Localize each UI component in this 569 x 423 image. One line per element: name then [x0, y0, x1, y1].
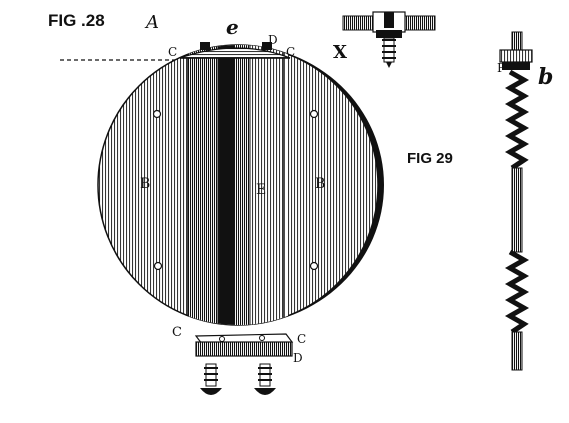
label-C-bottom-right: C [297, 332, 306, 346]
label-C-top-right: C [286, 45, 295, 59]
label-F: F [497, 61, 505, 75]
label-B-left: B [140, 176, 150, 192]
label-e: e [226, 15, 239, 39]
x-fitting [342, 11, 436, 68]
label-D-bottom: D [293, 351, 303, 365]
disc-center-strip [187, 45, 288, 325]
label-C-top-left: C [168, 45, 177, 59]
label-C-bottom-left: C [172, 325, 182, 340]
label-E: E [256, 182, 266, 198]
fig29-caption: FIG 29 [407, 150, 453, 167]
fig29-auger [499, 31, 533, 371]
top-clamp [179, 42, 291, 59]
label-D-top: D [268, 33, 278, 47]
bottom-block-D [194, 333, 294, 357]
fig28-group [60, 11, 436, 395]
screw-right [254, 363, 276, 395]
label-B-right: B [315, 176, 325, 192]
disc-screw-holes [152, 109, 319, 271]
label-A: A [144, 12, 159, 33]
label-b: b [538, 64, 553, 90]
screw-left [200, 363, 222, 395]
fig28-caption: FIG .28 [48, 11, 105, 30]
label-X: X [333, 42, 347, 63]
